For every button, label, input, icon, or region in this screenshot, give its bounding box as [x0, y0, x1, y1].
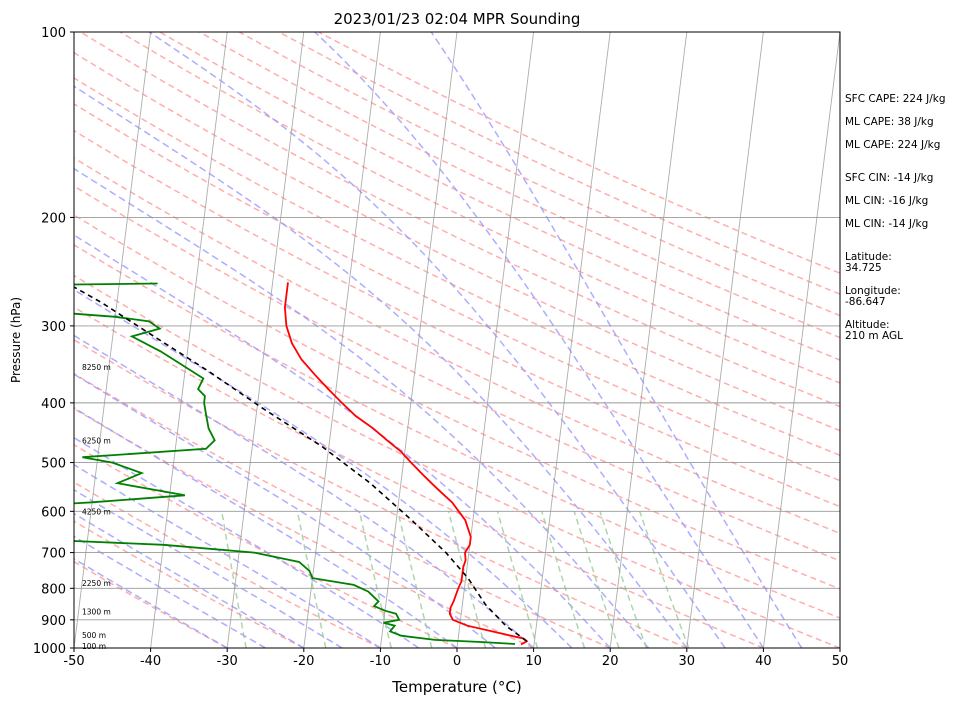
dry-adiabat-line: [74, 339, 688, 648]
dry-adiabat-line: [74, 243, 840, 619]
x-tick-label: 40: [755, 654, 772, 669]
ml-cin-text: ML CIN: -14 J/kg: [845, 218, 929, 230]
y-tick-label: 200: [41, 211, 66, 226]
x-axis-label: Temperature (°C): [391, 678, 521, 696]
x-tick-label: 30: [679, 654, 696, 669]
moist-adiabat-line: [74, 373, 496, 648]
y-axis-label: Pressure (hPa): [9, 297, 23, 383]
x-tick-label: 50: [832, 654, 849, 669]
chart-title: 2023/01/23 02:04 MPR Sounding: [334, 10, 581, 28]
dry-adiabat-line: [238, 32, 840, 317]
sounding-parameters: SFC CAPE: 224 J/kg ML CAPE: 38 J/kg ML C…: [845, 94, 961, 354]
isotherm-line: [303, 32, 381, 648]
dry-adiabat-line: [74, 520, 305, 648]
height-label: 4250 m: [82, 507, 111, 516]
dry-adiabat-line: [74, 306, 764, 648]
height-label: 2250 m: [82, 579, 111, 588]
grid: [74, 32, 840, 648]
y-tick-label: 100: [41, 26, 66, 41]
moist-adiabat-line: [74, 334, 535, 648]
x-tick-label: -40: [140, 654, 161, 669]
x-tick-label: -30: [217, 654, 238, 669]
moist-adiabat-line: [74, 436, 420, 648]
moist-adiabat-line: [74, 167, 650, 648]
moist-adiabat-line: [74, 85, 688, 648]
moist-adiabat-line: [74, 463, 381, 648]
sfc-cape-text: SFC CAPE: 224 J/kg: [845, 93, 946, 105]
y-tick-label: 700: [41, 547, 66, 562]
x-tick-label: 0: [453, 654, 461, 669]
isotherm-line: [74, 32, 152, 648]
height-label: 500 m: [82, 631, 106, 640]
isotherm-line: [762, 32, 840, 648]
x-tick-label: -50: [63, 654, 84, 669]
height-label: 100 m: [82, 642, 106, 651]
ml-cin-text: ML CIN: -16 J/kg: [845, 195, 929, 207]
isotherm-line: [609, 32, 688, 648]
temperature-profile: [283, 282, 529, 646]
y-axis: 100 200 300 400 500 600 700 800 900 1000: [33, 26, 74, 657]
height-label: 1300 m: [82, 608, 111, 617]
x-axis: -50 -40 -30 -20 -10 0 10 20 30 40 50: [63, 648, 848, 669]
dry-adiabat-line: [74, 372, 611, 648]
parcel-profile: [74, 286, 528, 642]
dry-adiabat-line: [74, 560, 228, 648]
isotherm-line: [686, 32, 764, 648]
dry-adiabat-line: [74, 214, 840, 590]
moist-adiabat-line: [74, 234, 611, 648]
x-tick-label: 10: [525, 654, 542, 669]
dry-adiabat-line: [74, 129, 840, 508]
sfc-cin-text: SFC CIN: -14 J/kg: [845, 172, 934, 184]
dry-adiabat-line: [74, 157, 840, 535]
dewpoint-profile: [74, 282, 516, 645]
y-tick-label: 900: [41, 614, 66, 629]
dry-adiabat-line: [74, 51, 840, 432]
x-tick-label: 20: [602, 654, 619, 669]
isotherm-line: [226, 32, 305, 648]
dry-adiabat-line: [119, 32, 840, 384]
y-tick-label: 400: [41, 397, 66, 412]
y-tick-label: 800: [41, 582, 66, 597]
dry-adiabat-line: [159, 32, 840, 361]
y-tick-label: 600: [41, 505, 66, 520]
latitude-text: Latitude: 34.725: [845, 251, 892, 274]
x-tick-label: -10: [370, 654, 391, 669]
longitude-text: Longitude: -86.647: [845, 285, 901, 308]
y-tick-label: 500: [41, 457, 66, 472]
x-tick-label: -20: [293, 654, 314, 669]
height-label: 8250 m: [82, 363, 111, 372]
background-lines: [74, 32, 840, 648]
y-tick-label: 1000: [33, 642, 66, 657]
moist-adiabat-line: [148, 32, 726, 648]
dry-adiabat-line: [74, 185, 840, 562]
profiles: [74, 282, 529, 646]
altitude-text: Altitude: 210 m AGL: [845, 319, 903, 342]
moist-adiabat-line: [430, 32, 803, 648]
dry-adiabat-line: [74, 274, 840, 648]
dry-adiabat-line: [74, 77, 840, 457]
height-labels: 8250 m 6250 m 4250 m 2250 m 1300 m 500 m 100 m: [82, 363, 111, 651]
dry-adiabat-line: [74, 407, 534, 648]
moist-adiabat-line: [314, 32, 765, 648]
ml-cape-text: ML CAPE: 224 J/kg: [845, 139, 941, 151]
height-label: 6250 m: [82, 436, 111, 445]
ml-cape-text: ML CAPE: 38 J/kg: [845, 116, 934, 128]
y-tick-label: 300: [41, 320, 66, 335]
isotherm-line: [379, 32, 458, 648]
isotherm-line: [533, 32, 611, 648]
moist-adiabat-line: [74, 288, 573, 648]
dry-adiabat-line: [278, 32, 840, 295]
